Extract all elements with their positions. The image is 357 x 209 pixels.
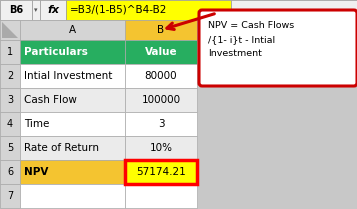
Text: 57174.21: 57174.21 [136, 167, 186, 177]
Text: A: A [69, 25, 76, 35]
Text: B6: B6 [9, 5, 23, 15]
Text: Cash Flow: Cash Flow [24, 95, 77, 105]
Text: Value: Value [145, 47, 177, 57]
FancyBboxPatch shape [66, 0, 231, 20]
FancyBboxPatch shape [0, 112, 20, 136]
FancyBboxPatch shape [20, 64, 125, 88]
Text: Particulars: Particulars [24, 47, 88, 57]
FancyBboxPatch shape [125, 40, 197, 64]
Text: 10%: 10% [150, 143, 172, 153]
FancyBboxPatch shape [125, 184, 197, 208]
FancyBboxPatch shape [20, 136, 125, 160]
Text: Rate of Return: Rate of Return [24, 143, 99, 153]
Text: =B3/(1-B5)^B4-B2: =B3/(1-B5)^B4-B2 [70, 5, 167, 15]
FancyBboxPatch shape [32, 0, 40, 20]
Text: 3: 3 [7, 95, 13, 105]
FancyBboxPatch shape [125, 112, 197, 136]
FancyBboxPatch shape [20, 160, 125, 184]
FancyBboxPatch shape [125, 64, 197, 88]
Text: Intial Investment: Intial Investment [24, 71, 112, 81]
Text: Time: Time [24, 119, 49, 129]
Text: fx: fx [47, 5, 59, 15]
FancyBboxPatch shape [40, 0, 66, 20]
Text: NPV: NPV [24, 167, 49, 177]
Text: B: B [157, 25, 165, 35]
Text: 5: 5 [7, 143, 13, 153]
Text: 80000: 80000 [145, 71, 177, 81]
Text: 7: 7 [7, 191, 13, 201]
FancyBboxPatch shape [0, 20, 20, 40]
Text: 3: 3 [158, 119, 164, 129]
FancyBboxPatch shape [199, 10, 357, 86]
Text: 2: 2 [7, 71, 13, 81]
FancyBboxPatch shape [0, 40, 20, 64]
Text: Investment: Investment [208, 49, 262, 58]
FancyBboxPatch shape [0, 136, 20, 160]
FancyBboxPatch shape [125, 88, 197, 112]
Text: /{1- i}t - Intial: /{1- i}t - Intial [208, 35, 275, 44]
Text: 6: 6 [7, 167, 13, 177]
FancyBboxPatch shape [0, 0, 32, 20]
FancyBboxPatch shape [20, 20, 125, 40]
FancyBboxPatch shape [0, 88, 20, 112]
FancyBboxPatch shape [20, 40, 125, 64]
FancyBboxPatch shape [0, 64, 20, 88]
FancyBboxPatch shape [231, 0, 357, 20]
FancyBboxPatch shape [125, 136, 197, 160]
FancyBboxPatch shape [125, 160, 197, 184]
Text: 100000: 100000 [141, 95, 181, 105]
FancyBboxPatch shape [0, 160, 20, 184]
Text: 4: 4 [7, 119, 13, 129]
FancyBboxPatch shape [0, 184, 20, 208]
FancyBboxPatch shape [125, 20, 197, 40]
FancyBboxPatch shape [20, 112, 125, 136]
Text: NPV = Cash Flows: NPV = Cash Flows [208, 21, 294, 30]
Text: ▾: ▾ [34, 7, 38, 13]
FancyBboxPatch shape [20, 184, 125, 208]
FancyBboxPatch shape [20, 88, 125, 112]
Text: 1: 1 [7, 47, 13, 57]
Polygon shape [2, 22, 18, 38]
